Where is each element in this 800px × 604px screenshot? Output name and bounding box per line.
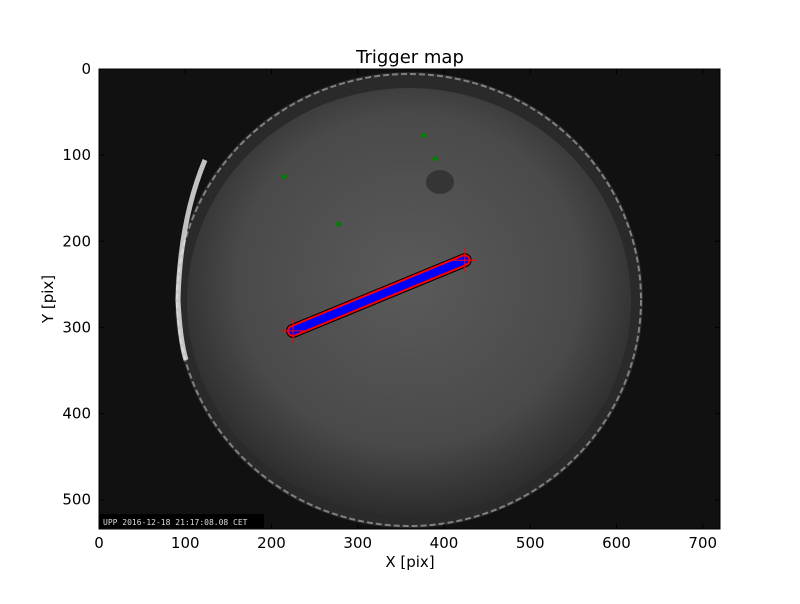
y-tick-label: 400: [62, 405, 91, 423]
trigger-point: [421, 132, 427, 138]
y-tick-label: 200: [62, 232, 91, 250]
x-tick-label: 400: [430, 534, 459, 552]
x-tick-label: 100: [171, 534, 200, 552]
x-tick-label: 0: [94, 534, 104, 552]
y-tick-label: 100: [62, 146, 91, 164]
bright-rim-left: [175, 159, 208, 361]
y-axis-label: Y [pix]: [39, 275, 57, 324]
x-tick-label: 600: [602, 534, 631, 552]
x-tick-label: 300: [343, 534, 372, 552]
image-caption: UPP 2016-12-18 21:17:08.08 CET: [103, 518, 248, 527]
chart-title: Trigger map: [355, 47, 464, 68]
x-tick-label: 700: [688, 534, 717, 552]
y-tick-label: 300: [62, 318, 91, 336]
sky-disc: [187, 88, 631, 516]
trigger-point: [432, 156, 438, 162]
trigger-point: [336, 221, 342, 227]
plot-frame: [98, 68, 721, 530]
streak: [289, 256, 469, 335]
sky-image: UPP 2016-12-18 21:17:08.08 CET: [99, 69, 720, 529]
trigger-point: [281, 174, 287, 180]
x-tick-label: 200: [257, 534, 286, 552]
y-tick-label: 0: [81, 60, 91, 78]
x-axis-label: X [pix]: [385, 553, 434, 571]
dark-spot: [426, 170, 454, 194]
y-tick-label: 500: [62, 491, 91, 509]
x-tick-label: 500: [516, 534, 545, 552]
